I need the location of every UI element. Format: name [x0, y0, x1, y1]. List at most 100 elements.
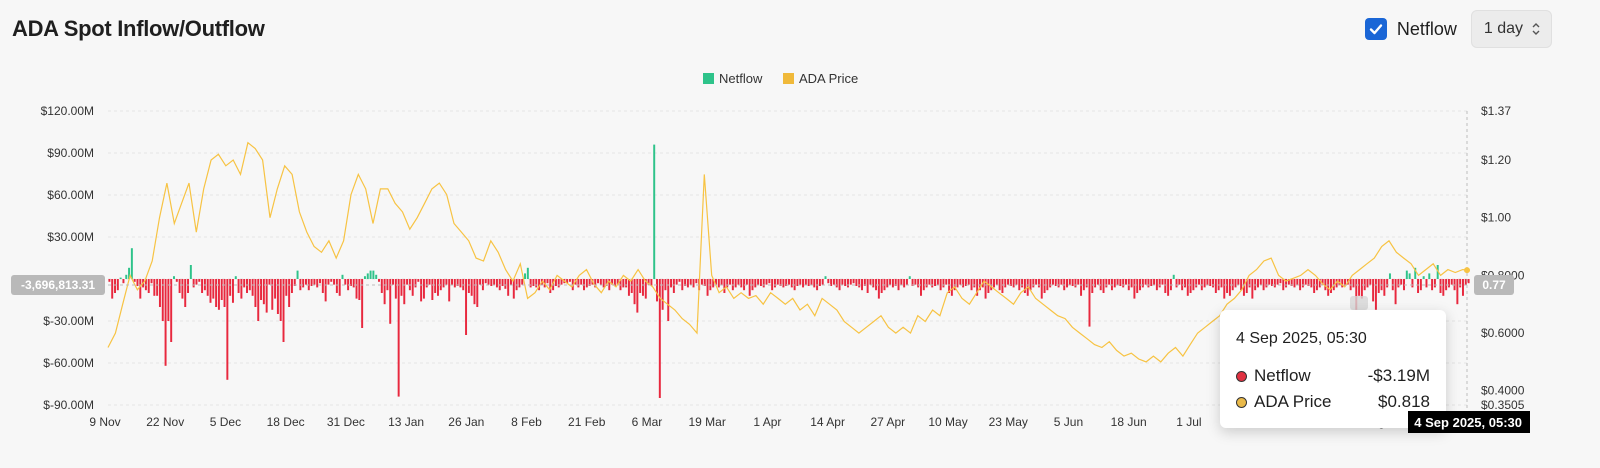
netflow-bar — [1268, 279, 1271, 285]
netflow-bar — [647, 279, 650, 285]
netflow-bar — [717, 279, 720, 288]
netflow-bar — [1439, 279, 1442, 293]
netflow-bar — [361, 279, 364, 328]
netflow-bar — [771, 279, 774, 291]
netflow-bar — [1386, 279, 1389, 288]
netflow-bar — [849, 279, 852, 285]
right-y-axis: $1.37$1.20$1.00$0.8000$0.6000$0.4000$0.3… — [1481, 104, 1525, 412]
netflow-bar — [1293, 279, 1296, 288]
netflow-bar — [827, 279, 830, 284]
tooltip-row-value: $0.818 — [1378, 392, 1430, 411]
netflow-bar — [349, 279, 352, 286]
netflow-bar — [209, 279, 212, 303]
netflow-bar — [1256, 279, 1259, 288]
netflow-bar — [304, 279, 307, 285]
netflow-bar — [220, 279, 223, 300]
netflow-bar — [703, 279, 706, 286]
netflow-bar — [692, 279, 695, 288]
netflow-bar — [712, 279, 715, 288]
netflow-toggle[interactable]: Netflow — [1364, 18, 1457, 40]
netflow-bar — [1178, 279, 1181, 285]
netflow-bar — [130, 248, 133, 279]
netflow-bar — [389, 279, 392, 324]
netflow-bar — [1290, 279, 1293, 286]
netflow-bar — [268, 279, 271, 285]
netflow-bar — [1085, 279, 1088, 288]
checkmark-icon — [1369, 24, 1383, 35]
tooltip-row-price: ADA Price $0.818 — [1236, 392, 1430, 412]
crosshair-left-value: -3,696,813.31 — [11, 275, 105, 295]
netflow-bar — [970, 279, 973, 291]
interval-select[interactable]: 1 day — [1470, 10, 1552, 48]
netflow-bar — [664, 279, 667, 291]
netflow-bar — [260, 279, 263, 300]
netflow-bar — [686, 279, 689, 288]
netflow-bar — [1153, 279, 1156, 285]
netflow-bar — [1417, 279, 1420, 293]
netflow-bar — [167, 279, 170, 321]
netflow-bar — [296, 270, 299, 279]
netflow-bar — [1012, 279, 1015, 288]
netflow-bar — [922, 279, 925, 291]
netflow-bar — [911, 279, 914, 286]
netflow-bar — [125, 274, 128, 279]
netflow-bar — [189, 265, 192, 279]
netflow-bar — [265, 279, 268, 313]
netflow-bar — [198, 279, 201, 282]
netflow-bar — [773, 279, 776, 288]
netflow-bar — [1049, 279, 1052, 288]
netflow-bar — [1220, 279, 1223, 288]
netflow-bar — [1330, 279, 1332, 293]
netflow-bar — [639, 279, 642, 293]
netflow-bar — [1195, 279, 1198, 288]
netflow-bar — [869, 279, 872, 285]
netflow-bar — [156, 279, 159, 296]
netflow-bar — [1242, 279, 1245, 296]
netflow-checkbox[interactable] — [1364, 18, 1387, 40]
netflow-bar — [653, 144, 656, 279]
netflow-bar — [908, 276, 911, 279]
netflow-bar — [1161, 279, 1164, 285]
netflow-bar — [1082, 279, 1085, 291]
netflow-bar — [524, 273, 527, 279]
netflow-bar — [1066, 279, 1068, 288]
netflow-bar — [529, 279, 532, 288]
netflow-bar — [588, 279, 591, 286]
netflow-bar — [394, 279, 397, 299]
netflow-bar — [1237, 279, 1240, 285]
netflow-bar — [1175, 279, 1178, 288]
x-tick-label: 10 May — [928, 415, 967, 429]
netflow-bar — [1299, 279, 1302, 291]
netflow-bar — [487, 279, 490, 285]
netflow-bar — [1130, 279, 1133, 288]
netflow-bar — [1307, 279, 1310, 286]
netflow-bar — [1318, 279, 1321, 288]
netflow-bar — [1273, 279, 1276, 288]
netflow-bar — [1360, 279, 1363, 299]
netflow-bar — [672, 279, 675, 293]
netflow-bar — [905, 279, 908, 285]
netflow-bar — [1116, 279, 1119, 285]
netflow-bar — [1279, 279, 1282, 284]
netflow-bar — [1186, 279, 1189, 296]
netflow-bar — [880, 279, 883, 293]
netflow-bar — [1321, 279, 1324, 285]
netflow-bar — [580, 279, 583, 285]
netflow-bar — [490, 279, 493, 286]
netflow-bar — [1467, 279, 1470, 284]
netflow-bar — [1021, 279, 1024, 288]
netflow-bar — [914, 279, 917, 285]
netflow-bar — [681, 279, 684, 291]
left-y-axis: $120.00M $90.00M $60.00M $30.00M $-30.00M $-6… — [41, 104, 94, 412]
netflow-bar — [900, 279, 903, 285]
netflow-bar — [1040, 279, 1043, 299]
netflow-bar — [1223, 279, 1226, 299]
netflow-bar — [330, 279, 333, 282]
netflow-bar — [678, 279, 681, 282]
netflow-bar — [608, 279, 611, 291]
watermark — [1350, 296, 1368, 310]
netflow-bar — [1251, 279, 1254, 299]
netflow-bar — [1189, 279, 1192, 293]
netflow-bar — [894, 279, 897, 286]
netflow-bar — [1094, 279, 1097, 288]
